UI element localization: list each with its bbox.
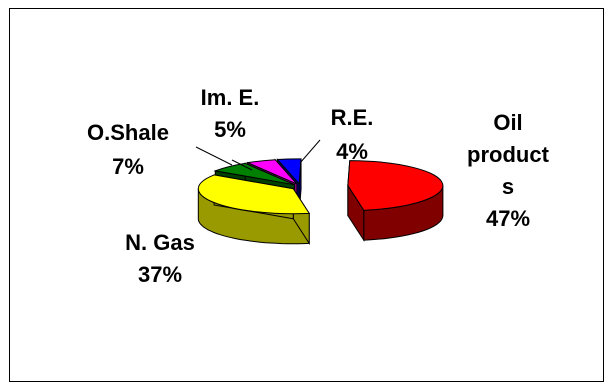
pie-slice xyxy=(347,160,444,242)
slice-percent-label: 37% xyxy=(138,262,182,287)
pie-slice-top xyxy=(276,158,302,186)
slice-category-label: N. Gas xyxy=(125,230,195,255)
slice-category-label: Im. E. xyxy=(201,85,260,110)
slice-category-label: s xyxy=(502,174,514,199)
slice-category-label: O.Shale xyxy=(87,120,169,145)
leader-line-re xyxy=(299,139,321,164)
slice-category-label: product xyxy=(467,142,550,167)
pie-slice xyxy=(197,174,311,246)
slice-percent-label: 4% xyxy=(336,139,368,164)
slice-percent-label: 7% xyxy=(112,154,144,179)
slice-category-label: R.E. xyxy=(331,105,374,130)
pie-slice-top xyxy=(213,162,295,186)
pie-slice-top xyxy=(245,159,298,185)
leader-line-ime xyxy=(231,159,253,171)
pie-slice-top xyxy=(197,174,311,215)
slice-percent-label: 5% xyxy=(214,117,246,142)
leader-line-oshale xyxy=(195,146,233,166)
pie-slice-top xyxy=(347,160,444,211)
slice-percent-label: 47% xyxy=(486,206,530,231)
slice-category-label: Oil xyxy=(493,110,522,135)
chart-frame xyxy=(9,8,604,382)
